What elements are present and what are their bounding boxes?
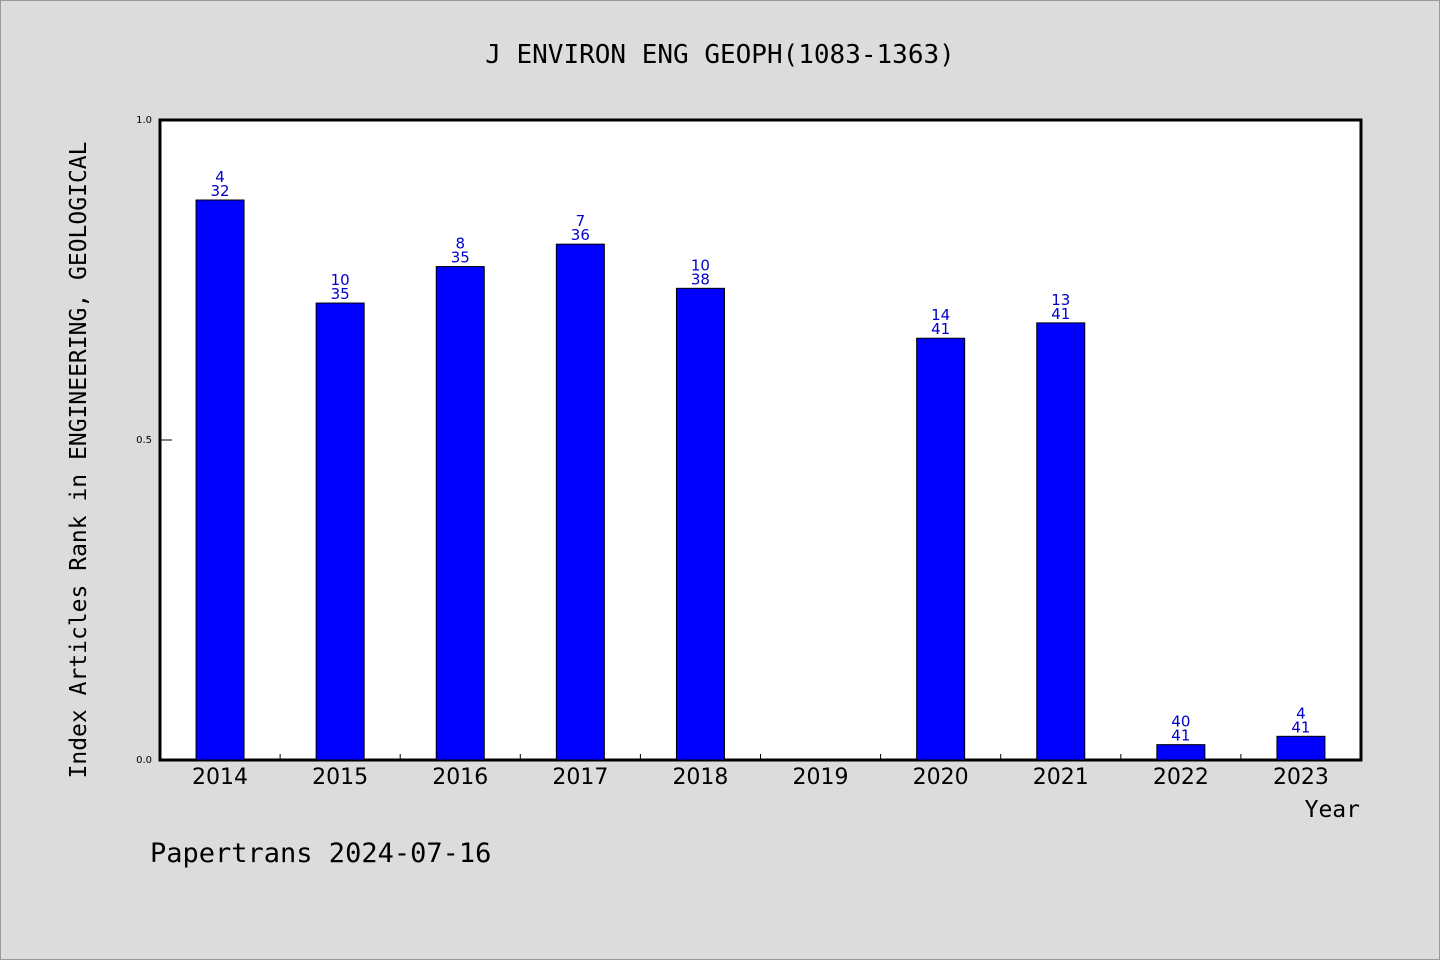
x-tick-label: 2021 xyxy=(1033,765,1089,790)
bar-label-total: 41 xyxy=(1171,727,1190,745)
x-axis-ticks: 2014 2015 2016 2017 2018 2019 2020 2021 2022 2023 xyxy=(192,754,1329,790)
x-tick-label: 2019 xyxy=(793,765,849,790)
x-axis-label: Year xyxy=(1305,797,1360,823)
x-tick-label: 2020 xyxy=(913,765,969,790)
x-tick-label: 2015 xyxy=(312,765,368,790)
x-tick-label: 2017 xyxy=(552,765,608,790)
bar-label-rank: 40 xyxy=(1171,713,1190,731)
bar-label-rank: 4 xyxy=(215,168,225,186)
bar-label-total: 35 xyxy=(331,285,350,303)
bar-label-rank: 13 xyxy=(1051,291,1070,309)
x-tick-label: 2018 xyxy=(672,765,728,790)
bar-label-rank: 4 xyxy=(1296,704,1306,722)
bars xyxy=(195,199,1326,761)
bar-label-rank: 10 xyxy=(691,256,710,274)
y-axis-label: Index Articles Rank in ENGINEERING, GEOL… xyxy=(66,142,92,779)
bar-2020 xyxy=(916,337,966,761)
bar-label-rank: 14 xyxy=(931,306,950,324)
bar-label-rank: 10 xyxy=(331,271,350,289)
y-tick-label: 1.0 xyxy=(136,115,152,126)
bar-label-total: 41 xyxy=(1291,718,1310,736)
y-tick-label: 0.0 xyxy=(136,755,152,766)
bar-2023 xyxy=(1276,735,1326,761)
bar-label-total: 41 xyxy=(1051,305,1070,323)
x-tick-label: 2023 xyxy=(1273,765,1329,790)
x-tick-label: 2016 xyxy=(432,765,488,790)
x-tick-label: 2014 xyxy=(192,765,248,790)
bar-label-total: 38 xyxy=(691,270,710,288)
y-axis-ticks: 0.0 0.5 1.0 xyxy=(136,115,172,766)
bar-label-rank: 8 xyxy=(455,235,465,253)
x-tick-label: 2022 xyxy=(1153,765,1209,790)
bar-2015 xyxy=(315,302,365,761)
bar-label-total: 36 xyxy=(571,226,590,244)
bar-label-total: 32 xyxy=(211,182,230,200)
bar-2018 xyxy=(675,287,725,761)
bar-2016 xyxy=(435,266,485,761)
bar-2014 xyxy=(195,199,245,761)
bar-2021 xyxy=(1036,322,1086,761)
footer-text: Papertrans 2024-07-16 xyxy=(150,838,491,869)
bar-2022 xyxy=(1156,744,1206,761)
y-tick-label: 0.5 xyxy=(136,435,152,446)
bar-2017 xyxy=(555,243,605,761)
bar-label-rank: 7 xyxy=(576,212,586,230)
bar-label-total: 35 xyxy=(451,249,470,267)
chart-title: J ENVIRON ENG GEOPH(1083-1363) xyxy=(485,40,955,70)
bar-label-total: 41 xyxy=(931,320,950,338)
